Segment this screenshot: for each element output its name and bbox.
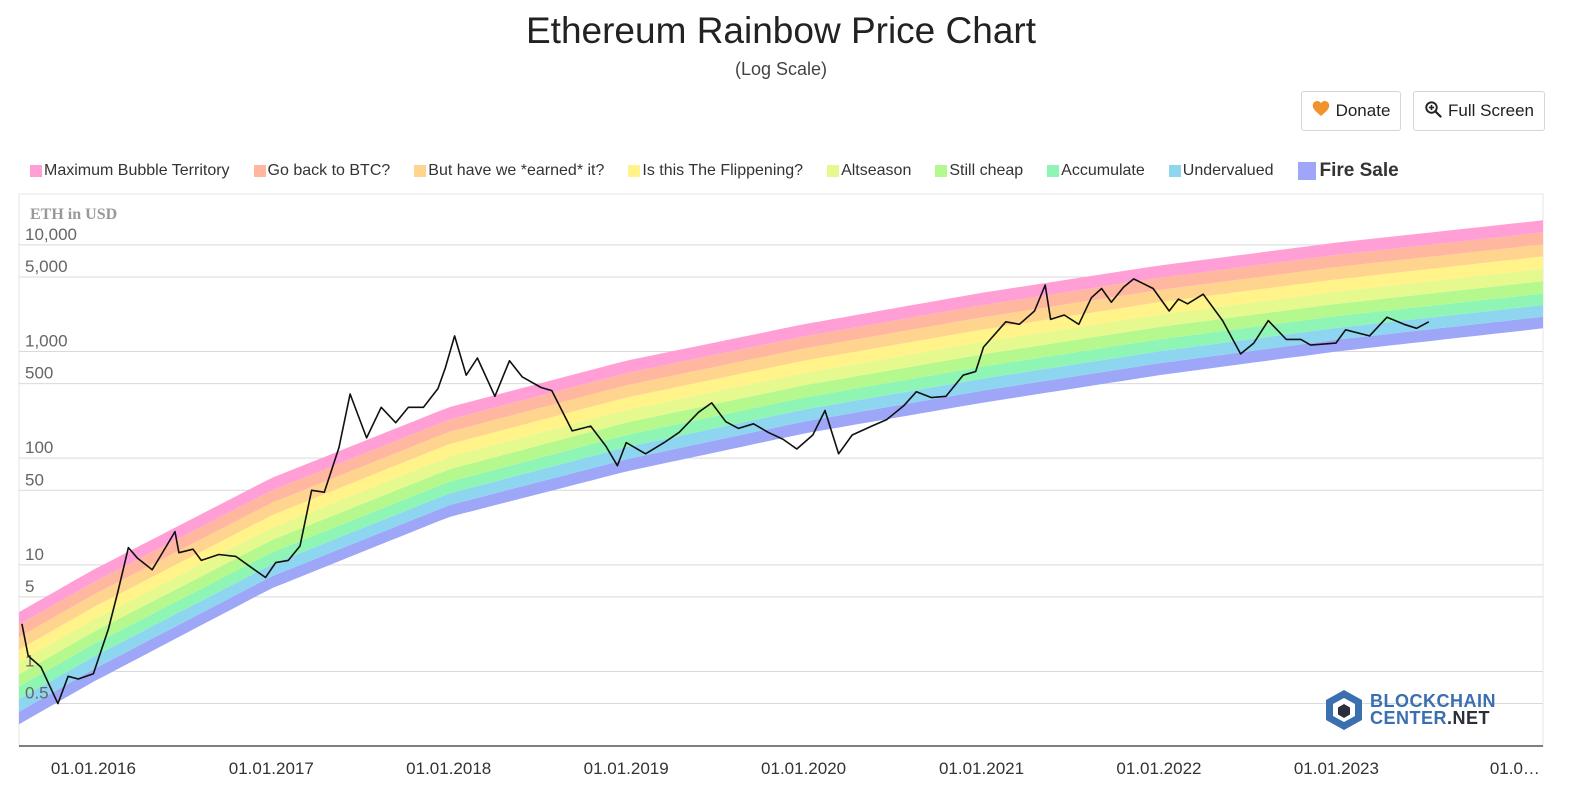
fullscreen-label: Full Screen — [1448, 101, 1534, 120]
y-tick-label: 5 — [25, 577, 34, 596]
zoom-icon — [1424, 100, 1442, 123]
legend-swatch — [30, 165, 42, 177]
x-tick-label: 01.01.2018 — [406, 759, 491, 778]
legend-item[interactable]: Still cheap — [935, 162, 1023, 180]
blockchaincenter-logo: BLOCKCHAIN CENTER.NET — [1322, 686, 1512, 734]
y-tick-label: 500 — [25, 364, 53, 383]
legend-label: Fire Sale — [1319, 160, 1399, 181]
legend-item[interactable]: Go back to BTC? — [253, 162, 391, 180]
legend-item[interactable]: Fire Sale — [1297, 160, 1399, 182]
logo-line-2: CENTER — [1370, 708, 1448, 728]
y-tick-label: 10 — [25, 545, 44, 564]
legend-label: Is this The Flippening? — [642, 162, 804, 179]
legend-label: Altseason — [841, 162, 912, 179]
y-tick-label: 0.5 — [25, 684, 49, 703]
x-tick-label: 01.01.2020 — [761, 759, 846, 778]
x-tick-label: 01.01.2023 — [1294, 759, 1379, 778]
legend-swatch — [1297, 162, 1316, 180]
x-tick-label: 01.01.2016 — [51, 759, 136, 778]
donate-button[interactable]: Donate — [1301, 91, 1401, 131]
chart-title: Ethereum Rainbow Price Chart — [526, 10, 1036, 51]
y-tick-label: 5,000 — [25, 257, 68, 276]
y-axis-title: ETH in USD — [30, 206, 117, 223]
legend-item[interactable]: But have we *earned* it? — [414, 162, 604, 180]
logo-line-3: .NET — [1447, 708, 1491, 728]
y-tick-label: 1,000 — [25, 332, 68, 351]
legend-label: Undervalued — [1182, 162, 1274, 179]
legend-swatch — [1168, 165, 1181, 177]
legend-label: Go back to BTC? — [267, 162, 391, 179]
legend-swatch — [414, 165, 427, 177]
heart-icon — [1312, 100, 1330, 122]
price-line — [21, 278, 1430, 705]
x-tick-label: 01.0… — [1490, 759, 1540, 778]
x-tick-label: 01.01.2022 — [1116, 759, 1201, 778]
fullscreen-button[interactable]: Full Screen — [1413, 91, 1545, 131]
x-tick-label: 01.01.2017 — [229, 759, 314, 778]
chart-legend: Maximum Bubble Territory Go back to BTC? B… — [30, 158, 1423, 184]
x-tick-label: 01.01.2021 — [939, 759, 1024, 778]
logo-line-1: BLOCKCHAIN — [1370, 691, 1496, 711]
legend-item[interactable]: Accumulate — [1047, 162, 1145, 180]
y-tick-label: 100 — [25, 438, 53, 457]
legend-label: But have we *earned* it? — [428, 162, 605, 179]
legend-swatch — [935, 165, 948, 177]
legend-swatch — [1047, 165, 1060, 177]
legend-item[interactable]: Maximum Bubble Territory — [30, 162, 230, 180]
legend-swatch — [628, 165, 641, 177]
legend-label: Maximum Bubble Territory — [44, 162, 230, 179]
y-tick-label: 1 — [25, 651, 34, 670]
y-tick-label: 50 — [25, 470, 44, 489]
legend-item[interactable]: Is this The Flippening? — [628, 162, 803, 180]
legend-swatch — [253, 165, 266, 177]
legend-item[interactable]: Altseason — [827, 162, 911, 180]
donate-label: Donate — [1335, 101, 1391, 120]
chart-subtitle: (Log Scale) — [734, 59, 828, 79]
legend-label: Still cheap — [949, 162, 1024, 179]
legend-swatch — [827, 165, 840, 177]
legend-label: Accumulate — [1061, 162, 1145, 179]
logo-cube-icon — [1326, 690, 1362, 730]
legend-item[interactable]: Undervalued — [1168, 162, 1274, 180]
x-tick-label: 01.01.2019 — [584, 759, 669, 778]
y-tick-label: 10,000 — [25, 225, 77, 244]
